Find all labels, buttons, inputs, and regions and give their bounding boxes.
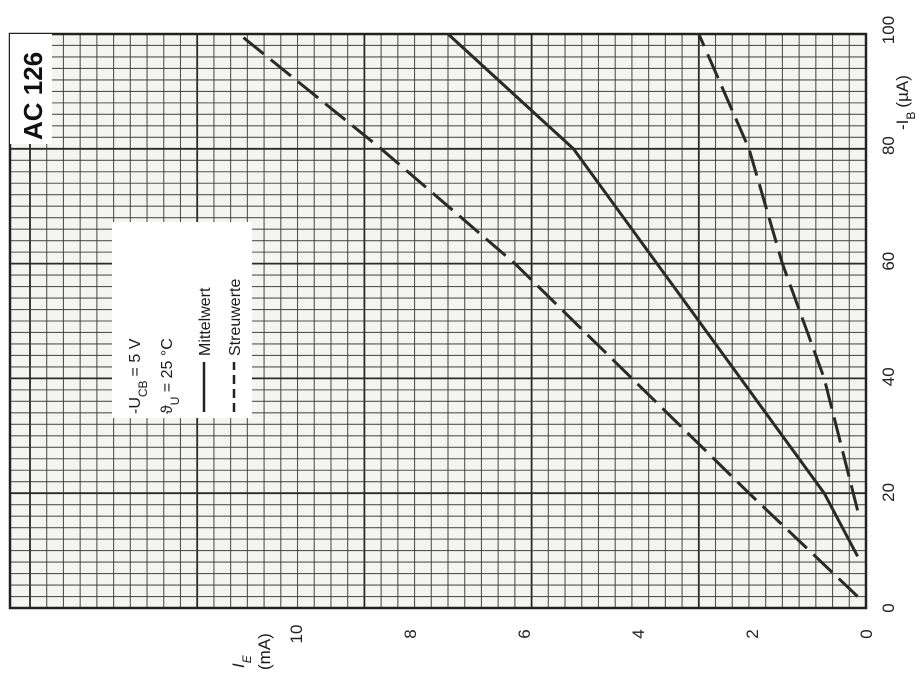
- series-line-2: [697, 33, 860, 511]
- y-tick-label: 80: [879, 136, 898, 155]
- y-tick-label: 60: [879, 252, 898, 271]
- x-axis-symbol: IE: [229, 654, 254, 668]
- legend-box: -UCB = 5 V ϑU = 25 °C Mittelwert Streuwer…: [112, 222, 252, 418]
- x-tick-label: 2: [743, 629, 762, 638]
- y-tick-label: 20: [879, 483, 898, 502]
- plot-border: [8, 32, 868, 610]
- y-axis-label: -IB(µA): [893, 75, 918, 130]
- condition-temp-sub: U: [168, 397, 182, 406]
- condition-ucb: -UCB = 5 V: [127, 338, 150, 414]
- condition-temp: ϑU = 25 °C: [159, 338, 182, 414]
- y-tick-labels: 0 20 40 60 80 100: [879, 16, 898, 613]
- condition-ucb-sub: CB: [136, 380, 150, 397]
- x-tick-label: 0: [857, 629, 876, 638]
- y-tick-label: 100: [879, 16, 898, 44]
- condition-temp-value: = 25 °C: [159, 338, 176, 396]
- y-axis-title: -IB(µA): [893, 75, 918, 130]
- condition-ucb-value: = 5 V: [127, 338, 144, 376]
- legend-label-mittelwert: Mittelwert: [197, 287, 214, 356]
- condition-ucb-symbol: -U: [127, 397, 144, 414]
- series-line-1: [446, 32, 859, 558]
- x-tick-label: 8: [401, 629, 420, 638]
- x-tick-label: 10: [287, 625, 306, 644]
- x-axis-unit: (mA): [255, 633, 274, 670]
- x-tick-label: 4: [629, 629, 648, 638]
- x-tick-label: 6: [515, 629, 534, 638]
- chart-title: AC 126: [18, 52, 48, 140]
- y-tick-label: 40: [879, 367, 898, 386]
- legend-label-streuwerte: Streuwerte: [227, 279, 244, 356]
- x-axis-title: IE (mA): [229, 633, 274, 670]
- x-tick-labels: 0 2 4 6 8 10: [287, 625, 876, 644]
- series-layer: [238, 32, 860, 598]
- series-line-0: [238, 32, 859, 598]
- title-box: AC 126: [10, 34, 52, 144]
- y-tick-label: 0: [879, 603, 898, 612]
- condition-temp-symbol: ϑ: [159, 405, 176, 414]
